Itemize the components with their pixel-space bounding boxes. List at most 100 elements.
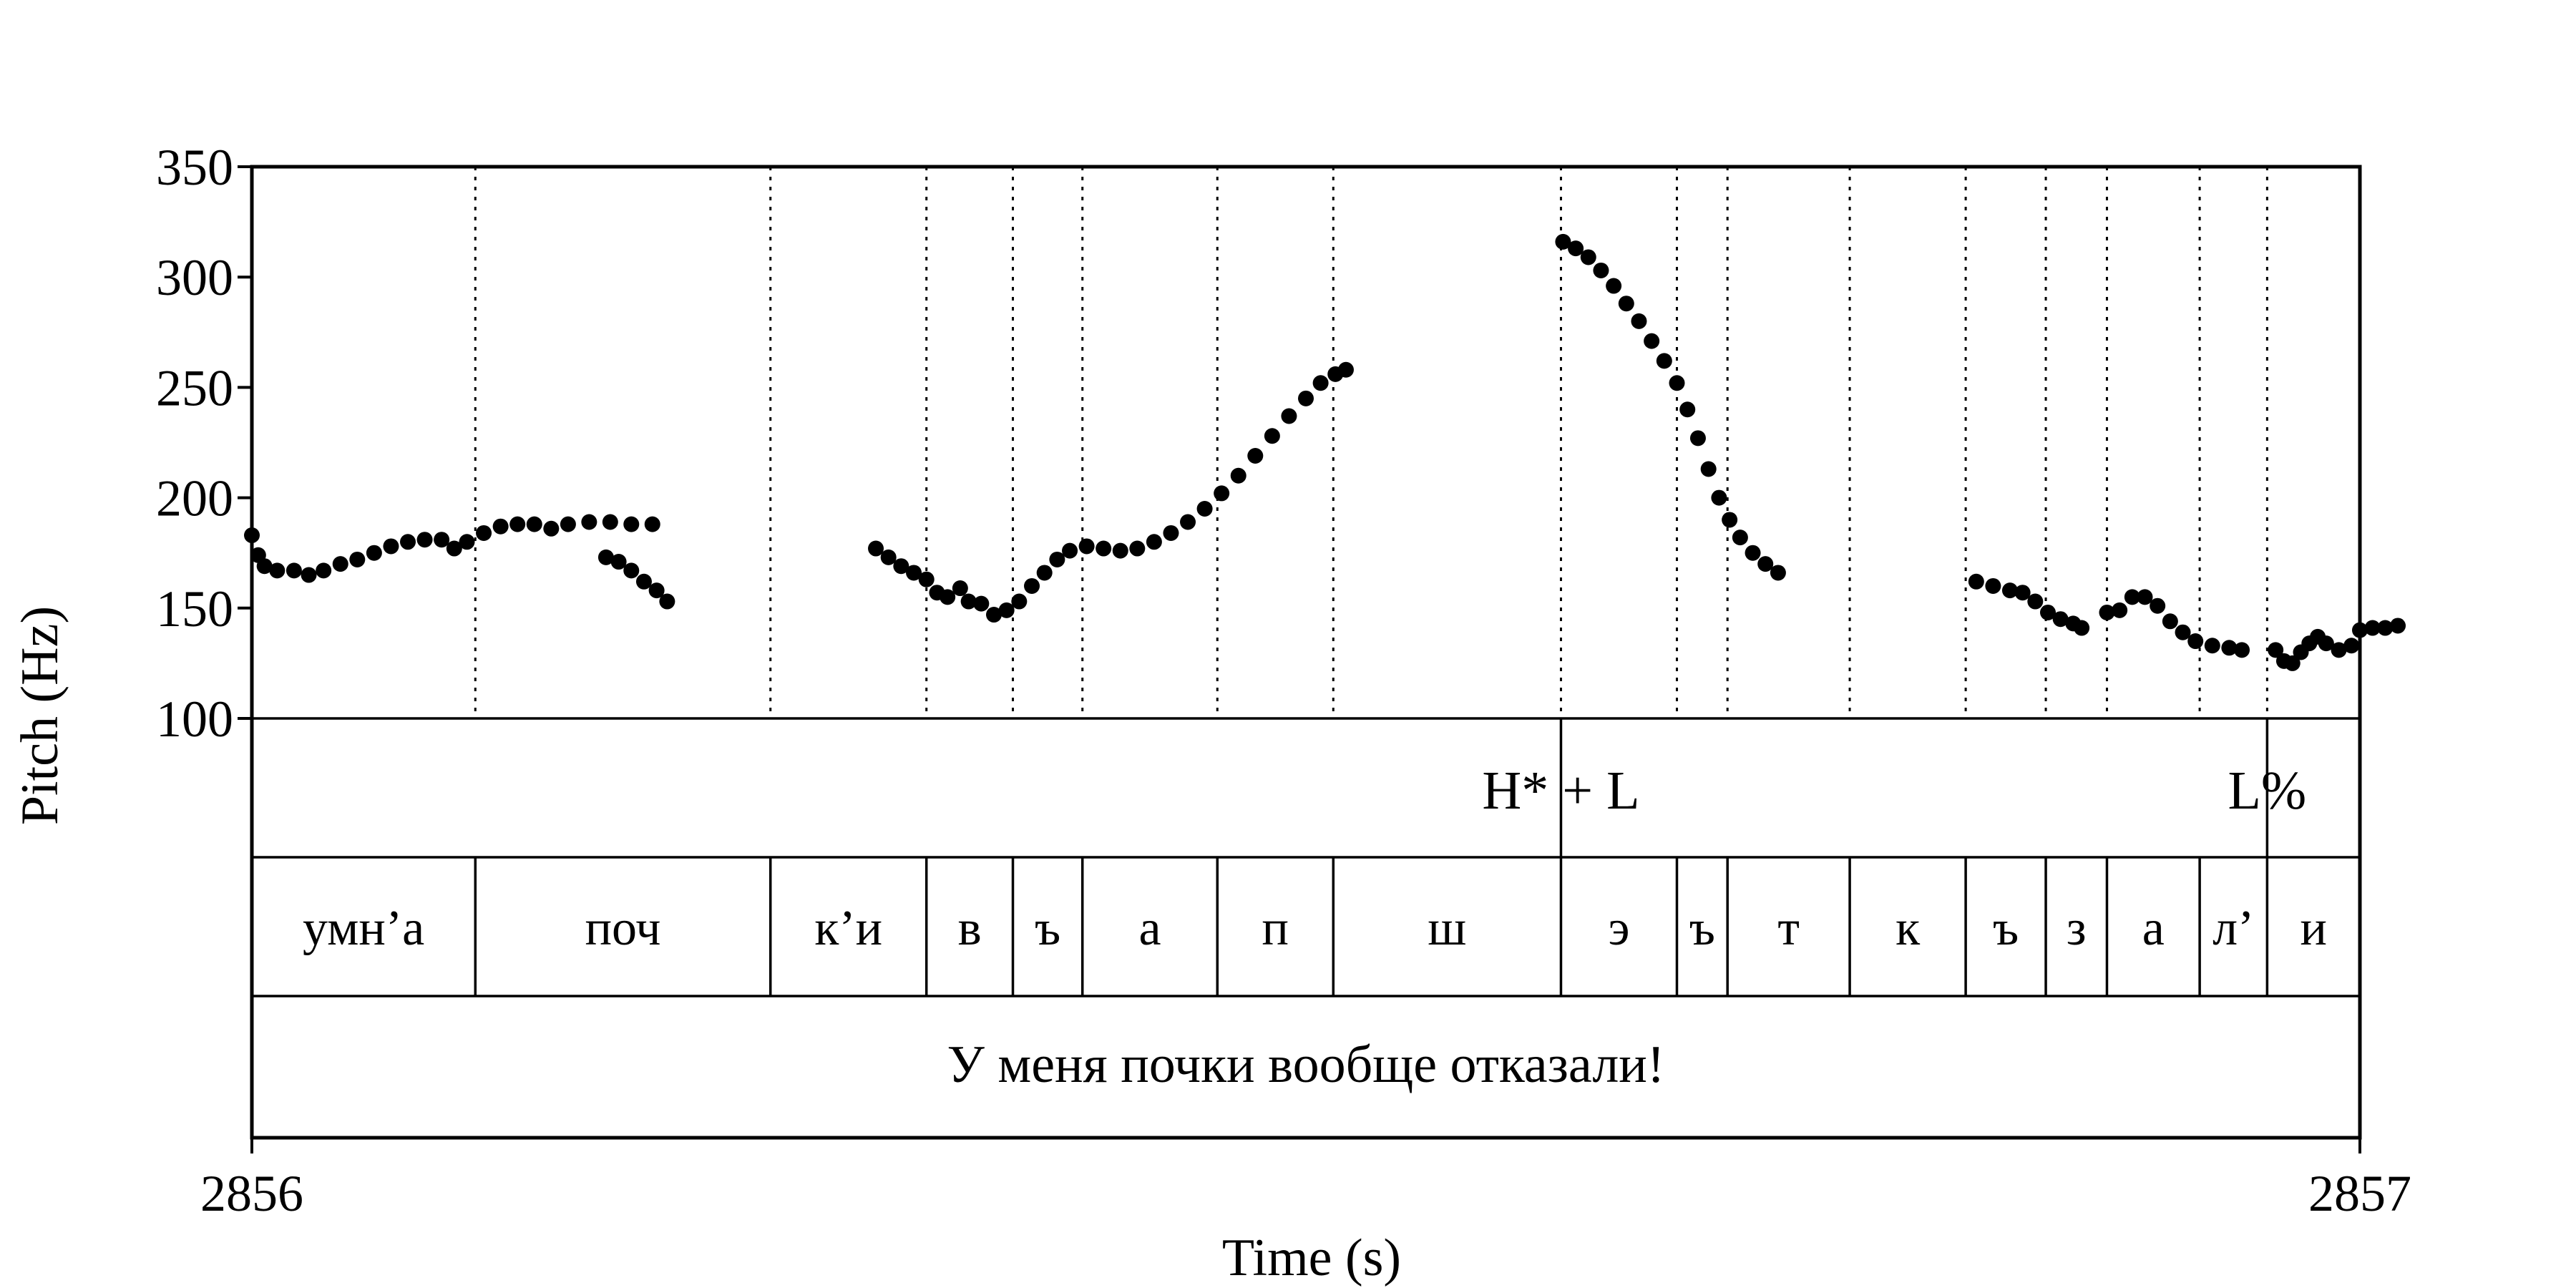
- pitch-point: [2124, 589, 2140, 605]
- pitch-point: [998, 602, 1015, 618]
- pitch-point: [256, 558, 273, 575]
- pitch-point: [1230, 467, 1246, 484]
- pitch-point: [1593, 262, 1609, 278]
- y-tick-label: 150: [156, 580, 233, 638]
- pitch-point: [1968, 573, 1984, 590]
- x-tick-label-start: 2856: [200, 1165, 303, 1222]
- pitch-point: [644, 516, 660, 532]
- pitch-point: [543, 520, 560, 537]
- pitch-point: [269, 562, 286, 579]
- pitch-point: [1078, 538, 1095, 555]
- segment-label: ъ: [1035, 901, 1060, 956]
- tone-label: H* + L: [1482, 761, 1639, 821]
- pitch-point: [952, 580, 968, 597]
- pitch-point: [459, 534, 475, 550]
- pitch-point: [940, 589, 956, 605]
- pitch-point: [2331, 642, 2347, 658]
- pitch-point: [1049, 551, 1065, 567]
- pitch-point: [960, 593, 977, 610]
- pitch-point: [1770, 565, 1786, 581]
- pitch-point: [2318, 635, 2334, 652]
- pitch-point: [1146, 534, 1162, 550]
- segment-label: п: [1262, 901, 1289, 956]
- pitch-point: [1112, 542, 1128, 559]
- sentence-transcription: У меня почки вообще отказали!: [947, 1035, 1664, 1094]
- pitch-point: [349, 551, 366, 567]
- pitch-point: [2284, 655, 2301, 671]
- pitch-plot: 100 150 200 250 300 350: [156, 139, 2406, 748]
- pitch-point: [2039, 604, 2056, 620]
- pitch-point: [560, 516, 576, 532]
- pitch-point: [1011, 593, 1028, 610]
- pitch-point: [366, 545, 382, 561]
- pitch-point: [880, 549, 897, 565]
- pitch-point: [400, 534, 416, 550]
- pitch-point: [526, 516, 542, 532]
- pitch-point: [1700, 461, 1717, 477]
- pitch-point: [383, 538, 399, 555]
- pitch-point: [434, 532, 450, 548]
- pitch-point: [509, 516, 526, 532]
- pitch-point: [1722, 512, 1738, 528]
- y-tick-label: 200: [156, 470, 233, 527]
- pitch-point: [416, 532, 433, 548]
- pitch-point: [1580, 249, 1596, 265]
- pitch-point: [1689, 430, 1706, 447]
- segment-label: з: [2067, 901, 2087, 956]
- pitch-point: [2027, 593, 2044, 610]
- segment-label: к’и: [814, 901, 882, 956]
- pitch-point: [2364, 620, 2381, 636]
- y-tick-label: 100: [156, 691, 233, 748]
- pitch-point: [2175, 624, 2191, 640]
- pitch-point: [1196, 501, 1213, 517]
- segment-label: поч: [585, 901, 661, 956]
- tier-separators: [252, 717, 2360, 997]
- segment-label: т: [1777, 901, 1800, 956]
- pitch-point: [2099, 604, 2115, 620]
- y-tick-label: 350: [156, 139, 233, 196]
- pitch-point: [659, 593, 675, 610]
- x-axis: 2856 2857: [200, 1138, 2411, 1222]
- pitch-point: [1337, 361, 1354, 378]
- pitch-point: [1985, 577, 2001, 594]
- pitch-point: [1062, 542, 1078, 559]
- pitch-point: [2014, 585, 2031, 601]
- segment-label: а: [2142, 901, 2165, 956]
- pitch-point: [2112, 602, 2128, 618]
- segment-label: а: [1138, 901, 1161, 956]
- tone-label: L%: [2228, 761, 2307, 821]
- y-tick-label: 300: [156, 249, 233, 306]
- x-axis-title: Time (s): [1222, 1229, 1401, 1287]
- pitch-point: [1312, 375, 1329, 391]
- pitch-point: [316, 562, 332, 579]
- pitch-point: [602, 514, 618, 530]
- pitch-point: [1732, 530, 1748, 546]
- pitch-point: [2162, 613, 2178, 630]
- segment-label: в: [958, 901, 982, 956]
- pitch-point: [1618, 296, 1634, 312]
- pitch-point: [2187, 633, 2204, 650]
- segment-label: ъ: [1993, 901, 2019, 956]
- pitch-point: [648, 582, 665, 599]
- pitch-point: [635, 573, 652, 590]
- y-axis: 100 150 200 250 300 350: [156, 139, 252, 748]
- segment-label: ъ: [1689, 901, 1715, 956]
- pitch-point: [1096, 540, 1112, 557]
- pitch-point: [2137, 589, 2153, 605]
- pitch-point: [1656, 353, 1672, 369]
- pitch-point: [1711, 489, 1727, 506]
- pitch-point: [446, 540, 462, 557]
- pitch-point: [1679, 401, 1696, 418]
- segment-label: л’: [2212, 901, 2254, 956]
- pitch-point: [492, 518, 509, 535]
- pitch-point: [868, 540, 884, 557]
- segment-label: э: [1608, 901, 1629, 956]
- pitch-point: [973, 595, 990, 612]
- pitch-point: [2052, 611, 2069, 628]
- pitch-point: [906, 565, 922, 581]
- segment-label: умн’а: [303, 901, 424, 956]
- pitch-point: [1281, 408, 1297, 424]
- pitch-point: [1669, 375, 1685, 391]
- segment-label: к: [1896, 901, 1921, 956]
